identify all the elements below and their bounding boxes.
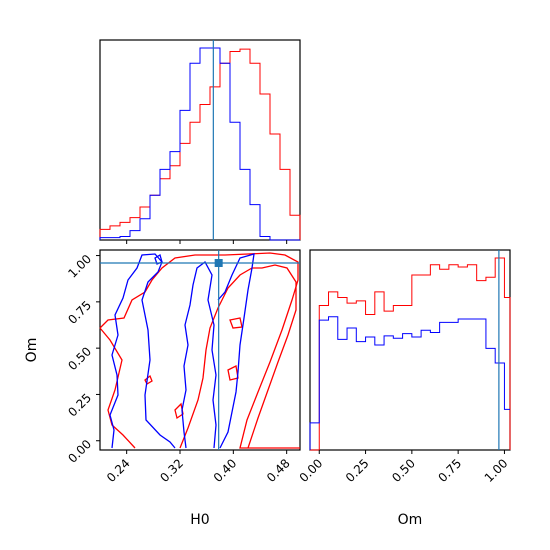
truth-marker	[214, 259, 223, 267]
panel-hist-h0	[99, 39, 301, 241]
y-tick-label-om: 0.75	[65, 298, 94, 327]
x-tick-label-h0: 0.40	[211, 456, 240, 485]
hist-om-red-series	[310, 257, 511, 451]
y-axis-label-om: Om	[24, 338, 40, 363]
panel-hist-om	[309, 249, 511, 451]
x-tick-label-h0: 0.48	[264, 456, 293, 485]
x-tick-label-h0: 0.32	[157, 456, 186, 485]
contour-blue-island	[154, 254, 163, 265]
y-tick-label-om: 0.25	[65, 391, 94, 420]
x-tick-label-om: 0.75	[435, 456, 464, 485]
x-axis-label-h0: H0	[190, 512, 209, 528]
panel-contour	[99, 249, 301, 451]
x-axis-label-om: Om	[398, 512, 423, 528]
contour-blue-outer	[109, 253, 255, 449]
x-tick-label-om: 0.00	[297, 456, 326, 485]
contour-red-outer	[99, 252, 300, 449]
hist-om-blue-series	[309, 316, 510, 450]
x-tick-label-h0: 0.24	[104, 456, 133, 485]
hist-h0-red-series	[99, 48, 301, 240]
panel-frame	[99, 39, 301, 241]
y-tick-label-om: 0.50	[65, 344, 94, 373]
y-tick-label-om: 0.00	[65, 437, 94, 466]
contour-red-island-1	[144, 374, 153, 385]
x-tick-label-om: 0.50	[389, 456, 418, 485]
hist-h0-blue-series	[99, 47, 300, 241]
contour-red-island-4	[227, 365, 239, 381]
x-tick-label-om: 1.00	[482, 456, 511, 485]
contour-blue-inner	[181, 261, 217, 449]
panel-frame	[99, 249, 301, 451]
y-tick-label-om: 1.00	[65, 252, 94, 281]
contour-red-inner	[179, 264, 297, 449]
x-tick-label-om: 0.25	[343, 456, 372, 485]
contour-red-island-3	[229, 317, 243, 329]
panel-frame	[309, 249, 511, 451]
